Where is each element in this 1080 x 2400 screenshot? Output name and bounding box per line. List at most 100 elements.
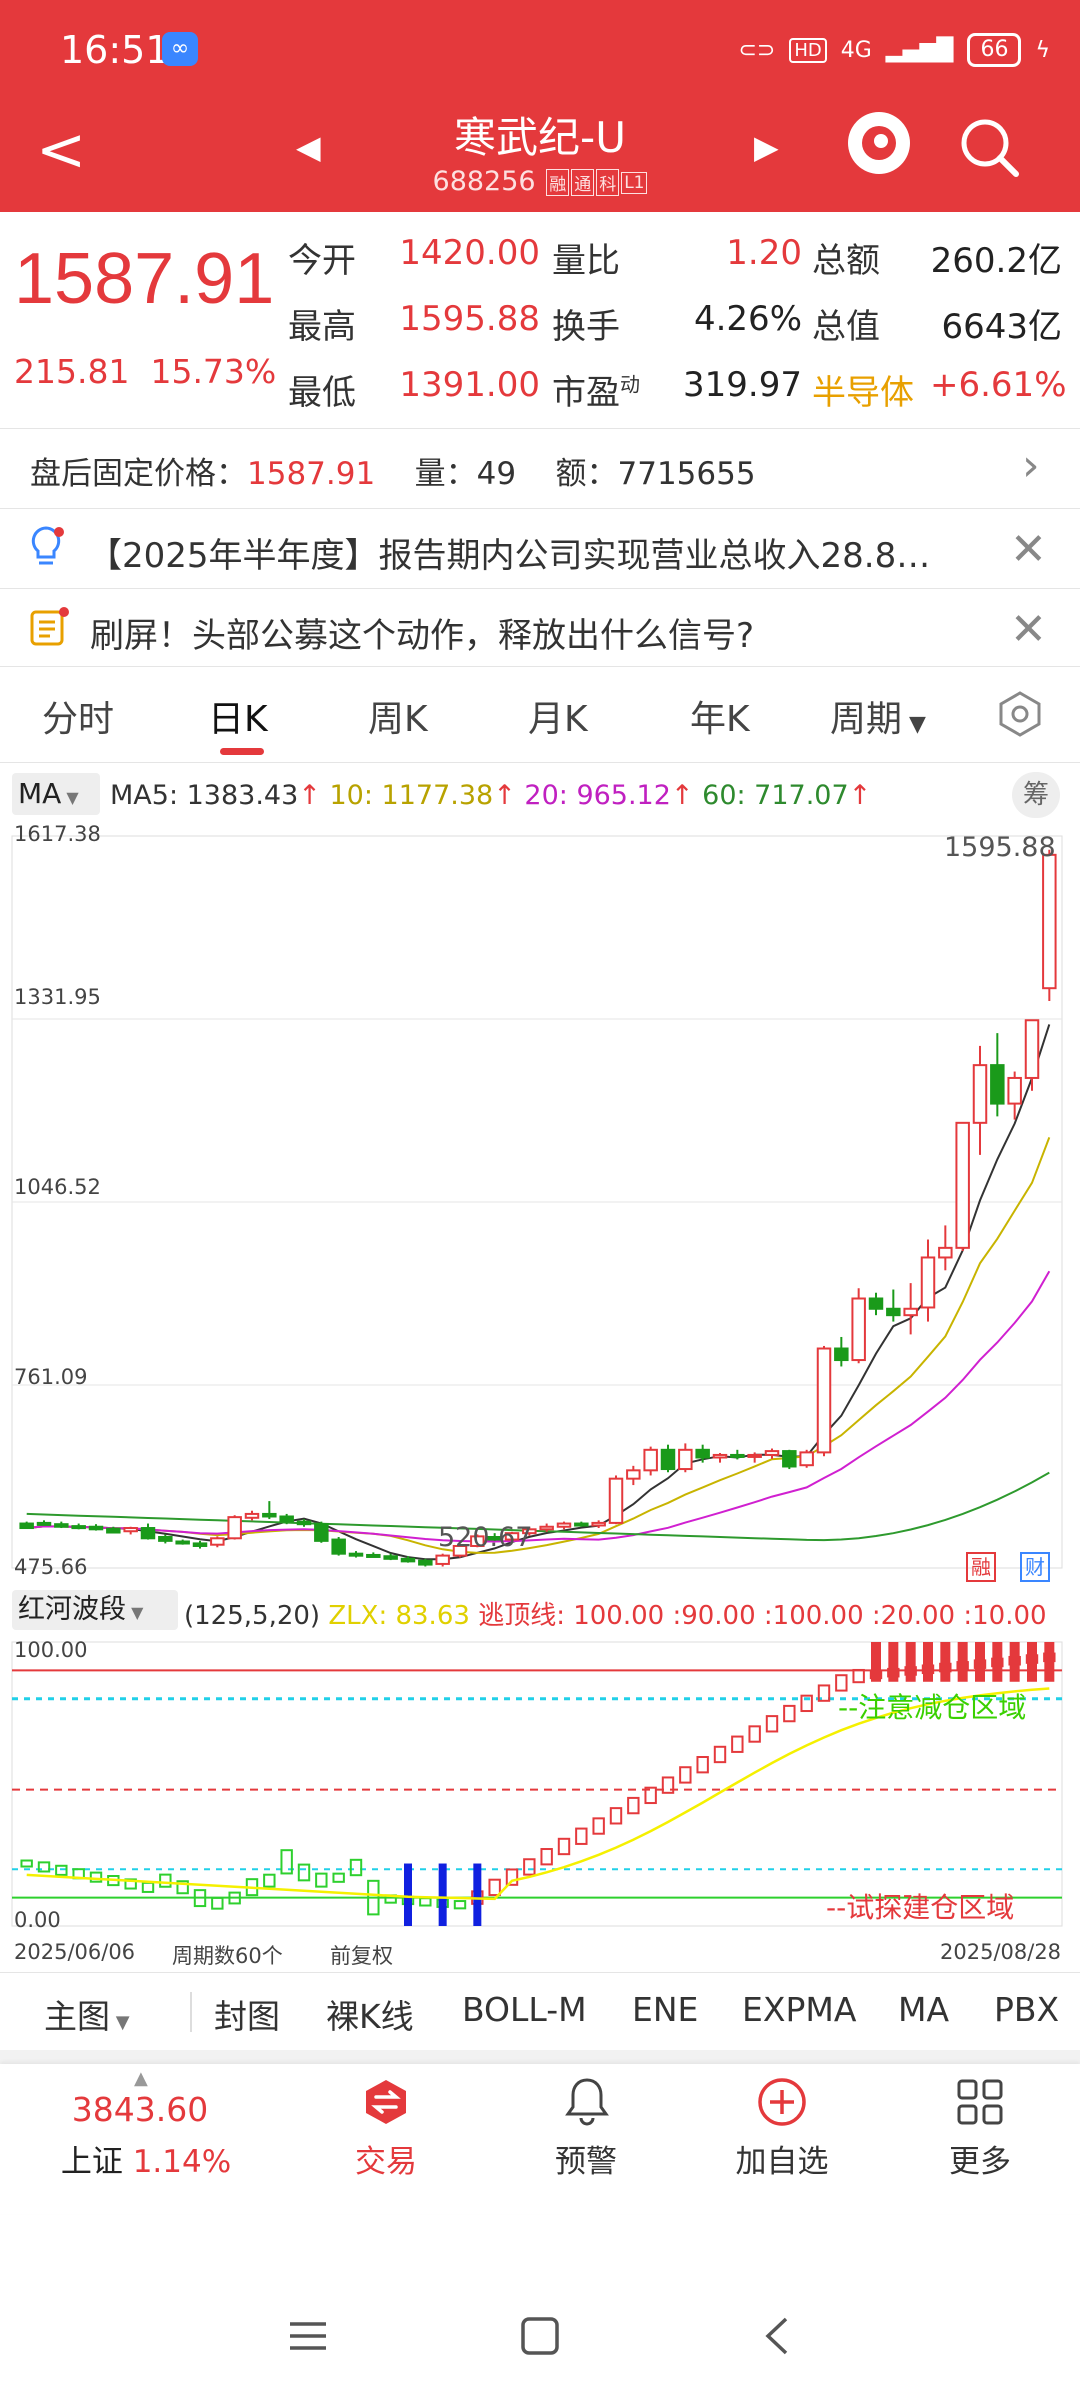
chevron-right-icon[interactable]: › [1022, 440, 1040, 491]
turnover-value: 4.26% [693, 299, 802, 339]
candle-body [955, 1121, 970, 1249]
news-item-1[interactable]: 【2025年半年度】报告期内公司实现营业总收入28.8… [88, 536, 931, 576]
doc-icon [28, 606, 70, 652]
indicator-selector-label: 红河波段 [18, 1594, 126, 1625]
tab-expma[interactable]: EXPMA [742, 1990, 857, 2029]
reduce-signal-bar [1009, 1642, 1020, 1682]
tab-daily-k[interactable]: 日K [208, 699, 268, 740]
home-icon[interactable] [520, 2316, 560, 2360]
tab-ma[interactable]: MA [898, 1990, 950, 2029]
tab-weekly-k[interactable]: 周K [368, 699, 428, 740]
tab-period[interactable]: 周期 ▼ [830, 690, 926, 742]
candle-body [782, 1450, 797, 1468]
pe-sup: 动 [620, 372, 640, 397]
open-label: 今开 [288, 241, 356, 281]
candle-body [88, 1525, 104, 1531]
indicator-bar [679, 1766, 692, 1784]
after-hours-row[interactable]: 盘后固定价格：1587.91 量：49 额：7715655 [30, 448, 756, 493]
turnover-label: 换手 [552, 307, 620, 347]
candle-body [504, 1532, 520, 1541]
close-icon[interactable]: ✕ [1010, 604, 1047, 655]
bell-icon[interactable] [562, 2076, 612, 2128]
finance-badge[interactable]: 财 [1020, 1552, 1050, 1582]
nav-trade[interactable]: 交易 [355, 2144, 417, 2180]
reduce-signal-bar [1044, 1642, 1055, 1682]
indicator-svg [11, 1641, 1063, 1927]
settings-hex-icon[interactable] [996, 690, 1044, 742]
indicator-params: (125,5,20) [184, 1601, 321, 1631]
reduce-zone-label: --注意减仓区域 [838, 1691, 1027, 1724]
tab-seal-chart[interactable]: 封图 [214, 1997, 280, 2036]
tab-boll-m[interactable]: BOLL-M [462, 1990, 587, 2029]
menu-icon[interactable] [288, 2316, 328, 2360]
nav-add-watchlist[interactable]: 加自选 [735, 2144, 829, 2180]
indicator-bar [176, 1880, 189, 1895]
ma-selector[interactable]: MA ▼ [12, 773, 100, 815]
indicator-bar [523, 1858, 536, 1876]
indicator-chart[interactable] [0, 1634, 1080, 1934]
network-icon: 4G [840, 37, 872, 63]
kline-chart[interactable] [0, 822, 1080, 1582]
tab-intraday[interactable]: 分时 [42, 699, 115, 740]
after-hours-amt: 7715655 [617, 456, 756, 492]
divider [0, 508, 1080, 509]
tab-bare-k[interactable]: 裸K线 [326, 1997, 414, 2036]
candle-body [400, 1557, 416, 1563]
sector-value[interactable]: +6.61% [930, 365, 1067, 405]
indicator-bar [765, 1715, 779, 1733]
reduce-signal-bar [905, 1642, 916, 1682]
after-hours-label: 盘后固定价格： [30, 456, 247, 492]
candle-body [106, 1527, 121, 1534]
search-icon[interactable] [958, 116, 1022, 184]
nav-alert[interactable]: 预警 [555, 2144, 617, 2180]
prev-stock-icon[interactable]: ◀ [296, 128, 321, 166]
index-value[interactable]: 3843.60 [71, 2090, 209, 2129]
indicator-bar [37, 1861, 51, 1873]
add-watchlist-icon[interactable] [756, 2076, 808, 2128]
price-change: 215.81 15.73% [14, 352, 276, 391]
candle-body [643, 1448, 658, 1472]
sector-label[interactable]: 半导体 [812, 373, 914, 413]
indicator-bar [367, 1879, 380, 1916]
back-icon[interactable]: < [36, 115, 87, 185]
chip-distribution-button[interactable]: 筹 [1012, 772, 1060, 818]
reduce-signal-bar [871, 1642, 881, 1682]
news-item-2[interactable]: 刷屏！头部公募这个动作，释放出什么信号? [90, 616, 755, 656]
build-signal-bar [404, 1863, 412, 1926]
trade-icon[interactable] [362, 2078, 410, 2126]
margin-badge[interactable]: 融 [966, 1552, 996, 1582]
zlx-value: ZLX: 83.63 [328, 1601, 470, 1631]
candle-body [556, 1522, 572, 1528]
tab-ene[interactable]: ENE [632, 1990, 699, 2029]
indicator-bar [211, 1896, 224, 1910]
tab-monthly-k[interactable]: 月K [528, 699, 588, 740]
candle-body [851, 1297, 866, 1362]
candle-body [331, 1538, 346, 1555]
tab-main-chart[interactable]: 主图 ▼ [44, 1990, 130, 2038]
tab-pbx[interactable]: PBX [994, 1990, 1060, 2029]
open-value: 1420.00 [399, 233, 540, 273]
system-back-icon[interactable] [758, 2316, 798, 2360]
index-row[interactable]: 上证 1.14% [56, 2136, 236, 2181]
close-icon[interactable]: ✕ [1010, 524, 1047, 575]
mascot-icon[interactable] [848, 112, 910, 174]
nav-more[interactable]: 更多 [949, 2144, 1011, 2180]
ma-values: MA5: 1383.43↑ 10: 1177.38↑ 20: 965.12↑ 6… [110, 780, 871, 811]
vol-ratio-value: 1.20 [726, 233, 802, 273]
grid-icon[interactable] [956, 2078, 1004, 2126]
candle-body [435, 1554, 450, 1565]
index-pct: 1.14% [132, 2144, 232, 2180]
indicator-selector[interactable]: 红河波段 ▼ [12, 1590, 178, 1630]
reduce-signal-bar [992, 1642, 1003, 1682]
candle-body [712, 1453, 728, 1459]
ma20-value: 20: 965.12 [524, 780, 671, 811]
indicator-bar [297, 1863, 311, 1882]
link-icon: ⊂⊃ [738, 37, 776, 63]
divider [0, 762, 1080, 763]
next-stock-icon[interactable]: ▶ [754, 128, 779, 166]
build-signal-bar [473, 1863, 482, 1926]
divider [0, 428, 1080, 429]
reduce-signal-bar [940, 1642, 951, 1682]
tab-yearly-k[interactable]: 年K [690, 699, 750, 740]
indicator-bar [419, 1897, 432, 1907]
